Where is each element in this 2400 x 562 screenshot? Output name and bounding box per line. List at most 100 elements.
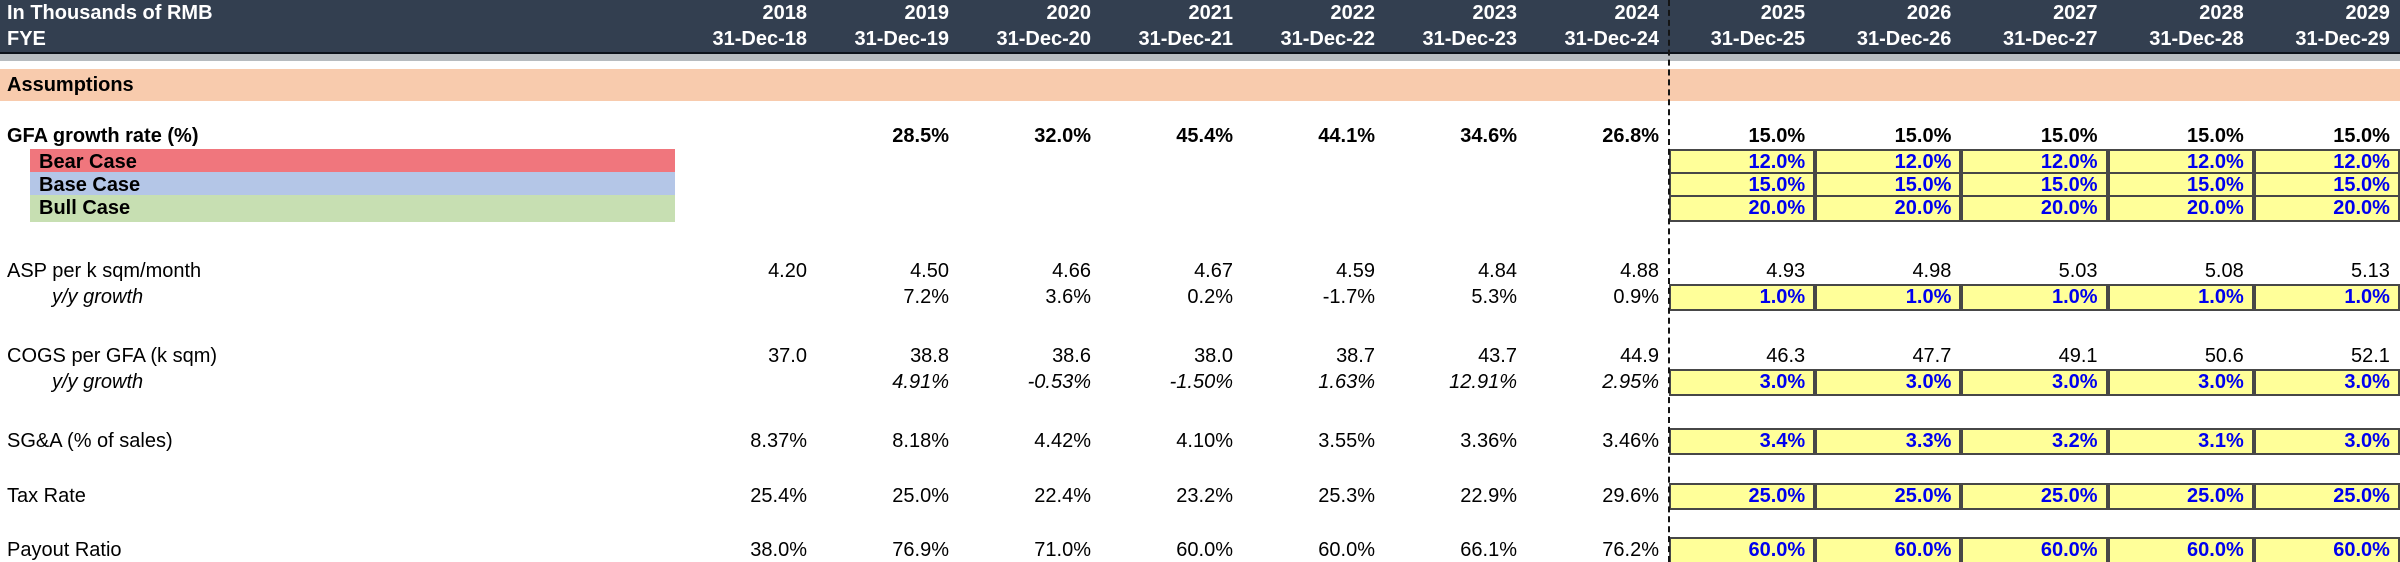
tax-rate-value-2021: 23.2% — [1176, 485, 1233, 507]
sga-value-2028[interactable]: 3.1% — [2107, 428, 2254, 455]
payout-ratio-value-2023: 66.1% — [1460, 539, 1517, 561]
sga-value-2025[interactable]: 3.4% — [1669, 428, 1816, 455]
cogs-yy-growth-value-2026[interactable]: 3.0% — [1815, 369, 1962, 396]
bull-case-value-2026[interactable]: 20.0% — [1815, 195, 1962, 222]
payout-ratio-value-2024: 76.2% — [1602, 539, 1659, 561]
sga-value-2023: 3.36% — [1460, 430, 1517, 452]
tax-rate-value-2029[interactable]: 25.0% — [2253, 483, 2400, 510]
tax-rate-value-2019: 25.0% — [892, 485, 949, 507]
bull-case-value-2021 — [1101, 195, 1243, 222]
payout-ratio-value-2028[interactable]: 60.0% — [2107, 537, 2254, 562]
gfa-growth-rate-value-2019: 28.5% — [892, 124, 949, 147]
asp-yy-growth-value-2024: 0.9% — [1613, 286, 1659, 308]
bull-case-value-2025[interactable]: 20.0% — [1669, 195, 1816, 222]
cogs-value-2022: 38.7 — [1336, 344, 1375, 367]
year-header-2018: 2018 — [762, 1, 808, 24]
gfa-growth-rate-value-2021: 45.4% — [1176, 124, 1233, 147]
asp-value-2027: 5.03 — [2058, 259, 2098, 282]
asp-value-2026: 4.98 — [1912, 259, 1952, 282]
year-header-2027: 2027 — [2053, 1, 2098, 24]
gfa-growth-rate-value-2028: 15.0% — [2187, 124, 2244, 147]
date-header-2026: 31-Dec-26 — [1856, 27, 1952, 50]
tax-rate-value-2020: 22.4% — [1034, 485, 1091, 507]
asp-yy-growth-value-2018 — [675, 284, 817, 311]
payout-ratio-value-2027[interactable]: 60.0% — [1961, 537, 2108, 562]
asp-value-2029: 5.13 — [2351, 259, 2390, 282]
asp-label: ASP per k sqm/month — [7, 259, 202, 282]
year-header-2026: 2026 — [1906, 1, 1952, 24]
asp-value-2028: 5.08 — [2204, 259, 2244, 282]
cogs-yy-growth-label: y/y growth — [52, 371, 144, 393]
section-assumptions-label: Assumptions — [0, 69, 2400, 101]
asp-yy-growth-row: y/y growth 7.2% 3.6% 0.2% -1.7% 5.3% 0.9% 1.0% 1… — [0, 284, 2400, 311]
asp-yy-growth-value-2020: 3.6% — [1045, 286, 1091, 308]
date-header-2018: 31-Dec-18 — [712, 27, 807, 50]
asp-value-2022: 4.59 — [1336, 259, 1375, 282]
cogs-value-2020: 38.6 — [1052, 344, 1091, 367]
cogs-value-2029: 52.1 — [2351, 344, 2390, 367]
payout-ratio-value-2029[interactable]: 60.0% — [2253, 537, 2400, 562]
sga-value-2019: 8.18% — [892, 430, 949, 452]
tax-rate-value-2027[interactable]: 25.0% — [1961, 483, 2108, 510]
asp-value-2020: 4.66 — [1052, 259, 1091, 282]
cogs-label: COGS per GFA (k sqm) — [7, 344, 218, 367]
cogs-yy-growth-value-2025[interactable]: 3.0% — [1669, 369, 1816, 396]
cogs-value-2018: 37.0 — [768, 344, 807, 367]
payout-ratio-value-2018: 38.0% — [750, 539, 807, 561]
asp-yy-growth-value-2026[interactable]: 1.0% — [1815, 284, 1962, 311]
bull-case-value-2020 — [959, 195, 1101, 222]
year-header-2025: 2025 — [1760, 1, 1806, 24]
bull-case-value-2023 — [1385, 195, 1527, 222]
bear-case-value-2026[interactable]: 12.0% — [1815, 149, 1962, 176]
sga-row: SG&A (% of sales) 8.37% 8.18% 4.42% 4.10% 3.5… — [0, 428, 2400, 455]
asp-yy-growth-value-2022: -1.7% — [1322, 286, 1375, 308]
gfa-growth-rate-value-2023: 34.6% — [1460, 124, 1517, 147]
cogs-yy-growth-value-2018 — [675, 369, 817, 396]
cogs-yy-growth-row: y/y growth 4.91% -0.53% -1.50% 1.63% 12.91% 2.… — [0, 369, 2400, 396]
asp-value-2023: 4.84 — [1478, 259, 1517, 282]
bull-case-value-2029[interactable]: 20.0% — [2253, 195, 2400, 222]
sga-value-2018: 8.37% — [750, 430, 807, 452]
base-case-value-2025[interactable]: 15.0% — [1669, 172, 1816, 199]
year-header-2021: 2021 — [1188, 1, 1234, 24]
cogs-yy-growth-value-2020: -0.53% — [1027, 371, 1091, 393]
cogs-yy-growth-value-2027[interactable]: 3.0% — [1961, 369, 2108, 396]
bull-case-value-2027[interactable]: 20.0% — [1961, 195, 2108, 222]
payout-ratio-value-2026[interactable]: 60.0% — [1815, 537, 1962, 562]
cogs-yy-growth-value-2028[interactable]: 3.0% — [2107, 369, 2254, 396]
asp-yy-growth-value-2028[interactable]: 1.0% — [2107, 284, 2254, 311]
cogs-yy-growth-value-2029[interactable]: 3.0% — [2253, 369, 2400, 396]
gfa-growth-rate-value-2020: 32.0% — [1034, 124, 1091, 147]
sga-value-2029[interactable]: 3.0% — [2253, 428, 2400, 455]
asp-yy-growth-value-2025[interactable]: 1.0% — [1669, 284, 1816, 311]
payout-ratio-value-2025[interactable]: 60.0% — [1669, 537, 1816, 562]
asp-value-2021: 4.67 — [1194, 259, 1233, 282]
tax-rate-value-2026[interactable]: 25.0% — [1815, 483, 1962, 510]
cogs-value-2025: 46.3 — [1766, 344, 1806, 367]
cogs-yy-growth-value-2019: 4.91% — [892, 371, 949, 393]
asp-yy-growth-value-2029[interactable]: 1.0% — [2253, 284, 2400, 311]
sga-value-2021: 4.10% — [1176, 430, 1233, 452]
date-header-2029: 31-Dec-29 — [2295, 27, 2390, 50]
tax-rate-value-2022: 25.3% — [1318, 485, 1375, 507]
bull-case-value-2022 — [1243, 195, 1385, 222]
header-shadow — [0, 54, 2400, 61]
asp-yy-growth-value-2027[interactable]: 1.0% — [1961, 284, 2108, 311]
gfa-growth-rate-value-2029: 15.0% — [2333, 124, 2390, 147]
sga-value-2024: 3.46% — [1602, 430, 1659, 452]
tax-rate-value-2028[interactable]: 25.0% — [2107, 483, 2254, 510]
tax-rate-value-2025[interactable]: 25.0% — [1669, 483, 1816, 510]
forecast-divider-line — [1668, 0, 1670, 562]
base-case-value-2029[interactable]: 15.0% — [2253, 172, 2400, 199]
payout-ratio-value-2022: 60.0% — [1318, 539, 1375, 561]
asp-row: ASP per k sqm/month 4.20 4.50 4.66 4.67 4.59 4… — [0, 258, 2400, 284]
payout-ratio-label: Payout Ratio — [7, 539, 122, 561]
sga-value-2027[interactable]: 3.2% — [1961, 428, 2108, 455]
cogs-value-2021: 38.0 — [1194, 344, 1233, 367]
bull-case-value-2024 — [1527, 195, 1669, 222]
base-case-value-2027[interactable]: 15.0% — [1961, 172, 2108, 199]
header-band: In Thousands of RMB 2018 2019 2020 2021 2022… — [0, 0, 2400, 54]
year-header-2020: 2020 — [1046, 1, 1092, 24]
sga-value-2026[interactable]: 3.3% — [1815, 428, 1962, 455]
bull-case-value-2028[interactable]: 20.0% — [2107, 195, 2254, 222]
